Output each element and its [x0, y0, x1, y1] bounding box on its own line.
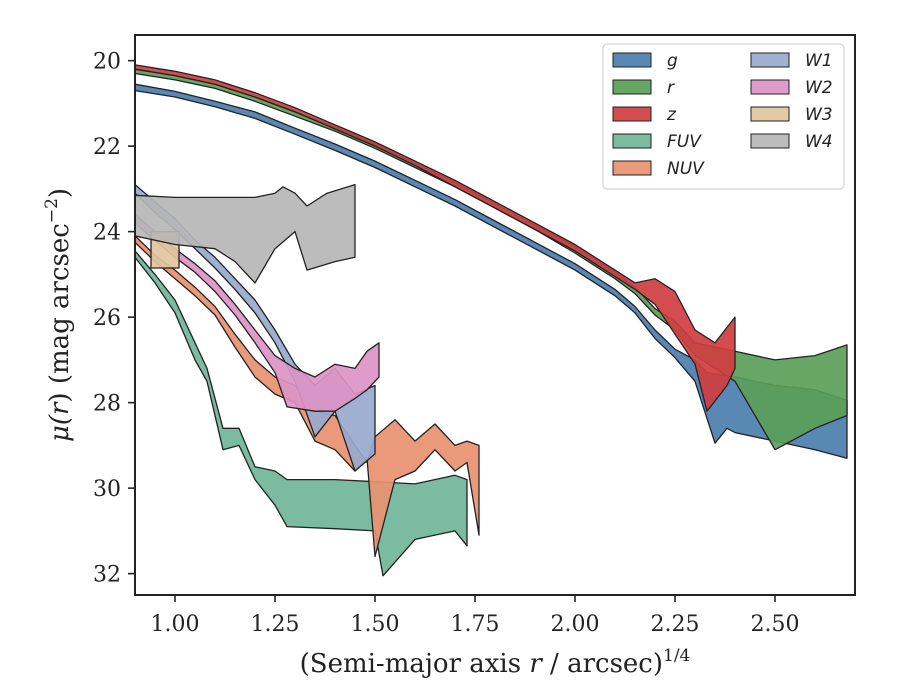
legend-swatch-w3 — [750, 106, 790, 122]
plot-frame — [134, 34, 856, 596]
legend-label-w3: W3 — [805, 105, 833, 125]
y-tick-label: 30 — [93, 477, 121, 502]
y-axis-title-exponent: −2 — [42, 198, 62, 223]
y-axis-title-unit: ) (mag arcsec — [45, 223, 75, 402]
y-tick-label: 20 — [93, 50, 121, 75]
legend: grz FUV NUV W1 W2 W3 W4 — [602, 43, 845, 190]
legend-label-nuv: NUV — [667, 159, 705, 179]
x-tick-label: 1.25 — [251, 612, 300, 637]
y-axis-title-main: μ( — [45, 414, 75, 442]
legend-label-w2: W2 — [805, 78, 833, 98]
legend-label-r: r — [667, 78, 675, 98]
series-band-w2 — [135, 213, 380, 412]
legend-swatch-w4 — [750, 133, 790, 149]
legend-label-z: z — [666, 105, 677, 125]
series-band-z — [135, 64, 736, 412]
x-tick-label: 1.50 — [351, 612, 400, 637]
y-tick-label: 22 — [93, 135, 121, 160]
series-bands — [135, 64, 848, 577]
y-tick-label: 32 — [93, 563, 121, 588]
x-axis-title-unit: / arcsec) — [542, 649, 663, 679]
legend-label-w1: W1 — [805, 51, 833, 71]
y-tick-label: 26 — [93, 306, 121, 331]
legend-swatch-fuv — [612, 133, 652, 149]
x-tick-label: 1.00 — [151, 612, 200, 637]
x-axis-title-main: (Semi-major axis — [300, 649, 530, 679]
legend-swatch-nuv — [612, 160, 652, 176]
x-axis: 1.00 1.25 1.50 1.75 2.00 2.25 2.50 — [151, 595, 800, 637]
legend-label-w4: W4 — [805, 132, 833, 152]
y-tick-label: 28 — [93, 392, 121, 417]
legend-swatch-g — [612, 52, 652, 68]
y-axis-title-close: ) — [45, 188, 75, 198]
x-axis-title-variable: r — [529, 649, 543, 679]
legend-label-g: g — [667, 51, 678, 71]
series-band-nuv — [135, 235, 480, 558]
x-tick-label: 2.50 — [751, 612, 800, 637]
x-tick-label: 2.00 — [551, 612, 600, 637]
y-axis: 20 22 24 26 28 30 32 — [93, 50, 135, 588]
legend-swatch-r — [612, 79, 652, 95]
legend-label-fuv: FUV — [667, 132, 702, 152]
x-axis-title: (Semi-major axis r / arcsec)1/4 — [300, 646, 691, 679]
y-axis-title: μ(r) (mag arcsec−2) — [42, 188, 75, 442]
y-tick-label: 24 — [93, 221, 121, 246]
legend-swatch-w2 — [750, 79, 790, 95]
x-tick-label: 2.25 — [651, 612, 700, 637]
y-axis-title-variable: r — [45, 401, 75, 415]
series-band-w4 — [135, 183, 356, 284]
x-axis-title-exponent: 1/4 — [663, 646, 690, 666]
legend-swatch-w1 — [750, 52, 790, 68]
x-tick-label: 1.75 — [451, 612, 500, 637]
legend-swatch-z — [612, 106, 652, 122]
